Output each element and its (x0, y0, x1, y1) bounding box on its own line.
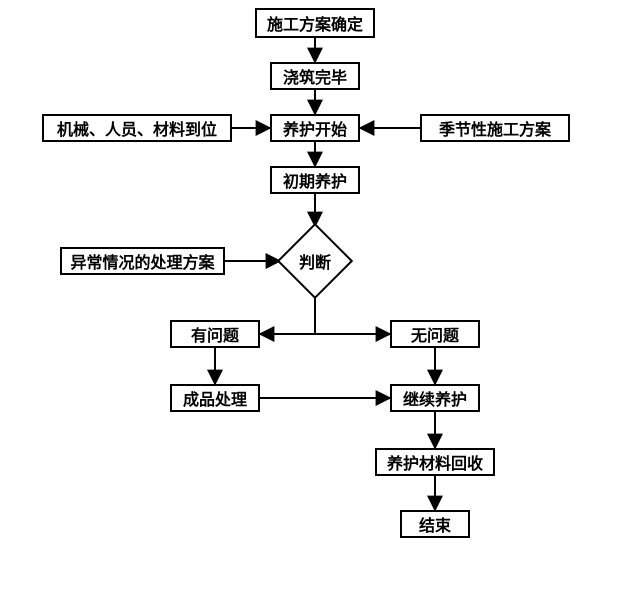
node-label: 初期养护 (283, 168, 347, 192)
node-decision: 判断 (288, 234, 342, 288)
node-label: 施工方案确定 (267, 11, 363, 35)
node-continue-curing: 继续养护 (390, 384, 480, 412)
node-curing-start: 养护开始 (270, 114, 360, 142)
node-has-problem: 有问题 (170, 320, 260, 348)
node-product-handle: 成品处理 (170, 384, 260, 412)
node-label: 浇筑完毕 (283, 64, 347, 88)
node-label: 判断 (299, 249, 331, 273)
node-no-problem: 无问题 (390, 320, 480, 348)
node-label: 成品处理 (183, 386, 247, 410)
node-seasonal-plan: 季节性施工方案 (420, 114, 570, 142)
node-end: 结束 (400, 510, 470, 538)
node-label: 机械、人员、材料到位 (57, 116, 217, 140)
node-label: 季节性施工方案 (439, 116, 551, 140)
node-label: 继续养护 (403, 386, 467, 410)
node-exception-plan: 异常情况的处理方案 (60, 247, 225, 275)
node-resources-ready: 机械、人员、材料到位 (42, 114, 232, 142)
node-pour-done: 浇筑完毕 (270, 62, 360, 90)
flowchart-canvas: 施工方案确定 浇筑完毕 养护开始 机械、人员、材料到位 季节性施工方案 初期养护… (0, 0, 631, 605)
edges-layer (0, 0, 631, 605)
node-label: 无问题 (411, 322, 459, 346)
node-label: 结束 (419, 512, 451, 536)
node-label: 有问题 (191, 322, 239, 346)
node-label: 异常情况的处理方案 (70, 249, 214, 273)
node-label: 养护开始 (283, 116, 347, 140)
node-initial-curing: 初期养护 (270, 166, 360, 194)
node-label: 养护材料回收 (387, 450, 483, 474)
node-material-recycle: 养护材料回收 (375, 448, 495, 476)
node-plan-confirm: 施工方案确定 (255, 8, 375, 38)
